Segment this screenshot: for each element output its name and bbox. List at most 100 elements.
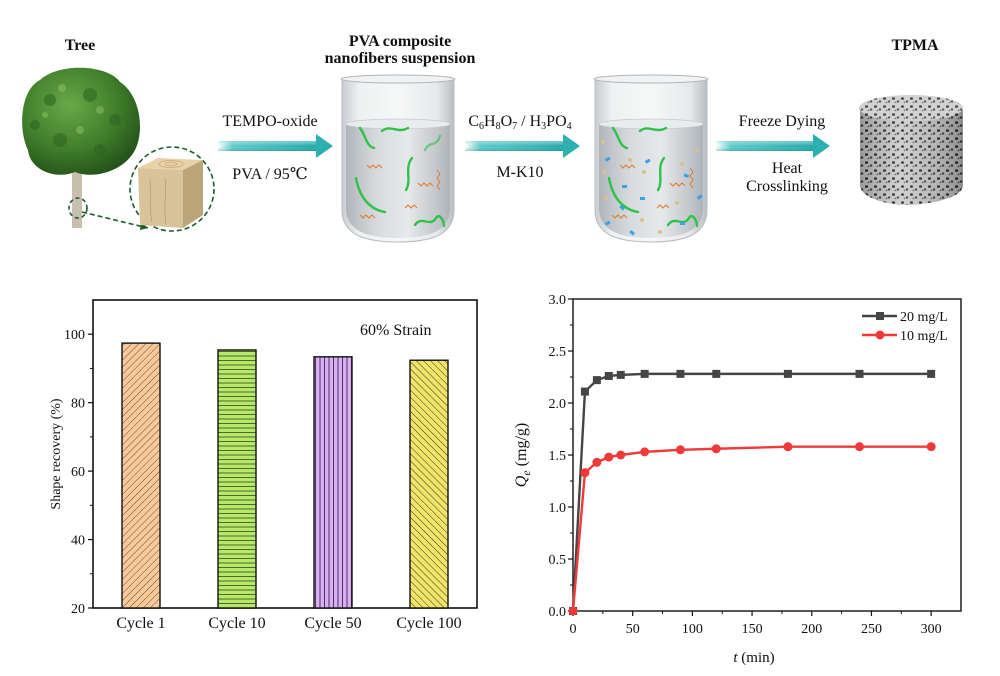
arrowhead-icon: [563, 134, 580, 158]
x-tick-label: 200: [801, 622, 822, 637]
pva-chain-orange: [611, 164, 694, 219]
arrow1-label-above: TEMPO-oxide: [222, 113, 318, 130]
formula-sub: 3: [541, 121, 547, 132]
zoom-circle-small: [68, 197, 88, 219]
data-point-circle: [711, 444, 721, 454]
data-point-circle: [592, 457, 602, 467]
formula-sub: 8: [495, 121, 501, 132]
legend-marker-square: [876, 312, 884, 320]
data-point-square: [855, 369, 864, 378]
y-tick-label: 80: [71, 397, 85, 412]
beaker-suspension-icon: [340, 74, 456, 243]
formula-part: PO: [546, 113, 567, 130]
data-point-circle: [568, 606, 578, 616]
suspension-label-line2: nanofibers suspension: [324, 50, 476, 67]
beaker-mixture-icon: [593, 74, 709, 243]
data-point-square: [604, 371, 613, 380]
suspension-label-line1: PVA composite: [348, 33, 452, 50]
legend-marker-circle: [875, 330, 885, 340]
arrow3-label-below-line1: Heat: [771, 160, 803, 177]
shape-recovery-bar-chart: 20 40 60 80 100 Cycle 1 Cycle 10 Cycle 50 Cycle …: [49, 299, 478, 632]
bar-plot-frame: [92, 299, 478, 609]
line-x-axis-label: t (min): [733, 650, 774, 666]
arrowhead-icon: [316, 134, 333, 158]
arrow3-label-below-line2: Crosslinking: [746, 178, 828, 195]
legend-label: 20 mg/L: [900, 310, 948, 325]
formula-sub: 6: [479, 121, 485, 132]
chart-legend: 20 mg/L 10 mg/L: [862, 310, 948, 344]
formula-part: O: [500, 113, 513, 130]
data-point-circle: [580, 468, 590, 478]
pva-chain-orange: [359, 164, 441, 219]
tree-icon: [22, 67, 215, 232]
tree-trunk: [72, 150, 82, 228]
product-label: TPMA: [891, 37, 939, 54]
y-label-italic: Q: [513, 475, 530, 487]
arrow3-label-above: Freeze Dying: [738, 113, 826, 130]
process-arrow-2: [465, 134, 580, 158]
y-tick-label: 1.0: [549, 501, 567, 516]
x-tick-label: 150: [742, 622, 763, 637]
tree-foliage: [22, 67, 140, 175]
x-tick-label: Cycle 10: [208, 615, 265, 632]
data-point-square: [712, 369, 721, 378]
data-point-square: [592, 376, 601, 385]
x-tick-label: Cycle 100: [396, 615, 461, 632]
bar-cycle-100: [409, 359, 449, 609]
y-tick-label: 20: [71, 602, 85, 617]
bar-cycle-1: [121, 342, 161, 609]
data-point-square: [580, 387, 589, 396]
data-point-circle: [616, 450, 626, 460]
data-point-square: [640, 369, 649, 378]
x-label-rest: (min): [738, 650, 775, 666]
formula-part: H: [484, 113, 496, 130]
legend-label: 10 mg/L: [900, 329, 948, 344]
clay-particle-blue: [604, 156, 703, 236]
y-tick-label: 3.0: [549, 293, 567, 308]
formula-sub: 7: [512, 121, 518, 132]
y-tick-label: 1.5: [549, 449, 567, 464]
data-point-square: [783, 369, 792, 378]
series-line-10-mg-l: [571, 445, 932, 612]
x-tick-label: 300: [921, 622, 942, 637]
formula-sub: 4: [566, 121, 572, 132]
x-tick-label: Cycle 1: [116, 615, 165, 632]
y-tick-label: 40: [71, 534, 85, 549]
series-line-20-mg-l: [571, 372, 932, 612]
y-tick-label: 2.0: [549, 397, 567, 412]
arrow1-label-below: PVA / 95℃: [232, 166, 308, 183]
process-arrow-3: [716, 134, 830, 158]
x-tick-label: 50: [626, 622, 640, 637]
bar-cycle-10: [217, 349, 257, 609]
data-point-circle: [783, 442, 793, 452]
x-tick-label: 0: [570, 622, 577, 637]
data-point-square: [676, 369, 685, 378]
data-point-circle: [640, 447, 650, 457]
data-point-square: [927, 369, 936, 378]
process-arrow-1: [218, 134, 333, 158]
zoom-connector: [81, 211, 149, 229]
x-tick-label: Cycle 50: [304, 615, 361, 632]
data-point-circle: [855, 442, 865, 452]
scheme-illustration: [22, 67, 963, 243]
arrow2-label-below: M-K10: [496, 164, 544, 181]
y-tick-label: 100: [64, 328, 85, 343]
formula-part: / H: [517, 113, 542, 130]
wood-cube-icon: [138, 158, 203, 228]
x-tick-label: 100: [682, 622, 703, 637]
zoom-circle-large: [129, 146, 215, 232]
data-point-circle: [675, 445, 685, 455]
adsorption-kinetics-line-chart: 0.00.51.01.52.02.53.00 50 100 150 200 250 300 …: [513, 293, 962, 666]
arrow2-label-above: C6H8O7 / H3PO4: [450, 113, 590, 132]
clay-particle-tan: [601, 140, 699, 234]
bar-cycle-50: [313, 356, 353, 609]
data-point-circle: [926, 442, 936, 452]
aerogel-cylinder-icon: [859, 95, 963, 205]
formula-part: C: [468, 113, 480, 130]
x-tick-label: 250: [861, 622, 882, 637]
data-point-square: [616, 370, 625, 379]
nanofiber-green: [354, 126, 446, 228]
arrowhead-icon: [813, 134, 830, 158]
y-tick-label: 2.5: [549, 345, 567, 360]
data-point-circle: [604, 452, 614, 462]
